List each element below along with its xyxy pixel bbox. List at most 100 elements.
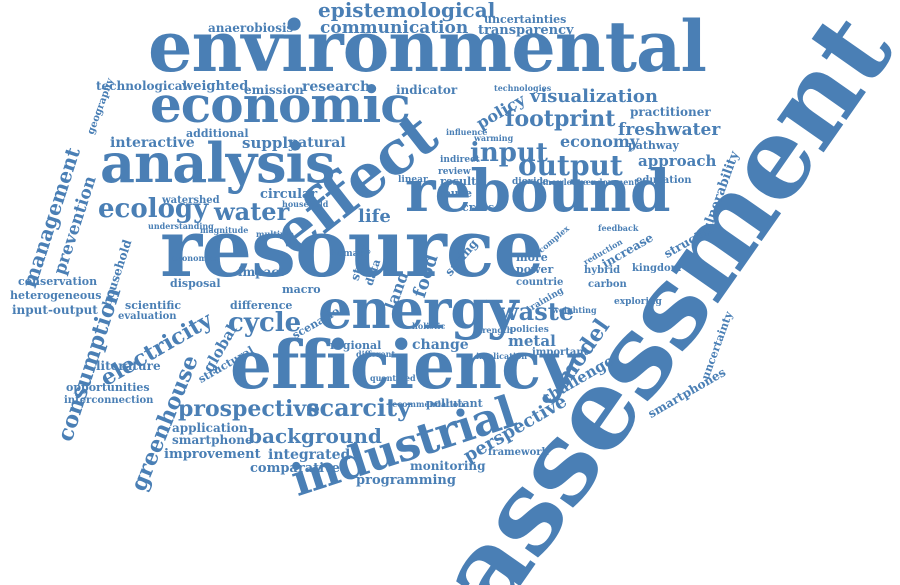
word-difference: difference bbox=[230, 299, 293, 312]
word-approach: approach bbox=[638, 152, 717, 170]
word-smartphone: smartphone bbox=[172, 433, 253, 447]
word-dioxide: dioxide bbox=[512, 177, 549, 187]
word-weighting: weighting bbox=[552, 305, 597, 315]
word-programming: programming bbox=[356, 473, 456, 488]
word-input-output: input-output bbox=[12, 303, 98, 317]
word-environmental: environmental bbox=[148, 5, 707, 88]
word-transparency: transparency bbox=[478, 23, 574, 38]
word-interconnection: interconnection bbox=[64, 395, 154, 406]
word-different: different bbox=[356, 349, 396, 359]
word-ecology: ecology bbox=[98, 194, 209, 224]
word-circular: circular bbox=[260, 187, 318, 202]
word-important: important bbox=[532, 347, 589, 358]
word-countrie: countrie bbox=[516, 277, 564, 288]
word-cross: cross bbox=[462, 201, 495, 214]
word-linear: linear bbox=[398, 175, 428, 185]
word-watershed: watershed bbox=[162, 195, 220, 206]
word-evaluation: evaluation bbox=[118, 311, 177, 322]
word-metal: metal bbox=[508, 332, 556, 350]
word-understanding: understanding bbox=[148, 221, 214, 231]
word-efficiency: efficiency bbox=[230, 326, 579, 404]
word-power: power bbox=[516, 263, 554, 276]
word-indicator: indicator bbox=[396, 83, 458, 97]
word-recommendation: recommendation bbox=[388, 399, 465, 409]
word-interactive: interactive bbox=[110, 135, 195, 151]
word-disposal: disposal bbox=[170, 277, 221, 290]
word-household-small: household bbox=[282, 199, 329, 209]
word-scientific: scientific bbox=[125, 299, 182, 312]
word-conservation: conservation bbox=[18, 275, 98, 288]
word-freshwater: freshwater bbox=[618, 120, 721, 140]
word-analysis: analysis bbox=[100, 131, 335, 195]
word-application: application bbox=[172, 421, 248, 435]
word-reuse: reuse bbox=[438, 187, 472, 200]
word-additional: additional bbox=[186, 127, 249, 140]
word-geography: geography bbox=[85, 76, 117, 136]
word-knowledge: knowledge bbox=[540, 177, 588, 187]
word-warming: warming bbox=[474, 133, 514, 143]
word-magnitude: magnitude bbox=[200, 225, 249, 235]
word-framework: framework bbox=[488, 447, 549, 458]
word-indirect: indirect bbox=[440, 155, 480, 165]
word-water: water bbox=[214, 197, 290, 226]
word-resource: resource bbox=[160, 201, 544, 295]
word-macro: macro bbox=[282, 283, 321, 296]
word-implication: implication bbox=[476, 351, 528, 361]
word-improvement: improvement bbox=[164, 447, 261, 462]
word-natural: natural bbox=[288, 135, 346, 151]
word-waste: waste bbox=[498, 297, 575, 326]
word-monitoring: monitoring bbox=[410, 459, 486, 473]
word-education: education bbox=[636, 175, 692, 186]
word-prospective: prospective bbox=[178, 396, 321, 422]
word-output: output bbox=[518, 149, 623, 182]
word-opportunities: opportunities bbox=[66, 381, 150, 394]
word-visualization: visualization bbox=[530, 86, 658, 107]
word-exploring: exploring bbox=[614, 297, 662, 307]
word-result: result bbox=[440, 175, 477, 188]
word-pathway: pathway bbox=[628, 139, 679, 152]
word-practitioner: practitioner bbox=[630, 105, 711, 119]
word-footprint: footprint bbox=[505, 106, 616, 132]
word-heterogeneous: heterogeneous bbox=[10, 289, 102, 302]
word-background: background bbox=[248, 424, 382, 448]
word-scarcity: scarcity bbox=[306, 393, 412, 422]
word-holistic: holistic bbox=[412, 321, 446, 331]
word-research: research bbox=[302, 79, 371, 95]
word-life: life bbox=[358, 206, 391, 227]
word-hybrid: hybrid bbox=[584, 265, 621, 276]
word-input: input bbox=[470, 138, 548, 168]
word-quantified: quantified bbox=[370, 373, 416, 383]
word-pollutant: pollutant bbox=[426, 397, 483, 410]
word-human: human bbox=[330, 249, 365, 259]
word-economies: economies bbox=[172, 253, 220, 263]
word-change: change bbox=[412, 337, 469, 353]
word-emission: emission bbox=[244, 83, 304, 97]
word-anaerobiosis: anaerobiosis bbox=[208, 21, 294, 35]
word-impact: impact bbox=[238, 265, 285, 279]
word-review: review bbox=[438, 167, 471, 177]
word-endowment: endowment bbox=[586, 177, 638, 187]
word-literature: literature bbox=[96, 359, 161, 373]
word-rebound: rebound bbox=[405, 157, 671, 225]
word-weighted: weighted bbox=[182, 79, 249, 94]
word-economy: economy bbox=[560, 132, 640, 151]
word-multiple: multiple bbox=[256, 229, 294, 239]
word-feedback: feedback bbox=[598, 223, 639, 233]
word-more: more bbox=[516, 251, 548, 264]
word-uncertainties: uncertainties bbox=[484, 13, 567, 26]
word-integrated: integrated bbox=[268, 447, 351, 463]
word-cycle: cycle bbox=[228, 308, 302, 338]
word-technological: technological bbox=[96, 79, 188, 93]
word-epistemological: epistemological bbox=[318, 0, 496, 22]
word-policies: policies bbox=[510, 325, 549, 335]
word-economic: economic bbox=[150, 75, 411, 134]
word-strength: strength bbox=[474, 325, 513, 335]
word-carbon: carbon bbox=[588, 279, 627, 290]
word-communication: communication bbox=[320, 18, 469, 38]
word-supply: supply bbox=[242, 134, 297, 152]
word-kingdom: kingdom bbox=[632, 263, 682, 274]
word-regional: regional bbox=[330, 339, 382, 352]
word-energy: energy bbox=[318, 277, 519, 341]
word-influence: influence bbox=[446, 127, 488, 137]
